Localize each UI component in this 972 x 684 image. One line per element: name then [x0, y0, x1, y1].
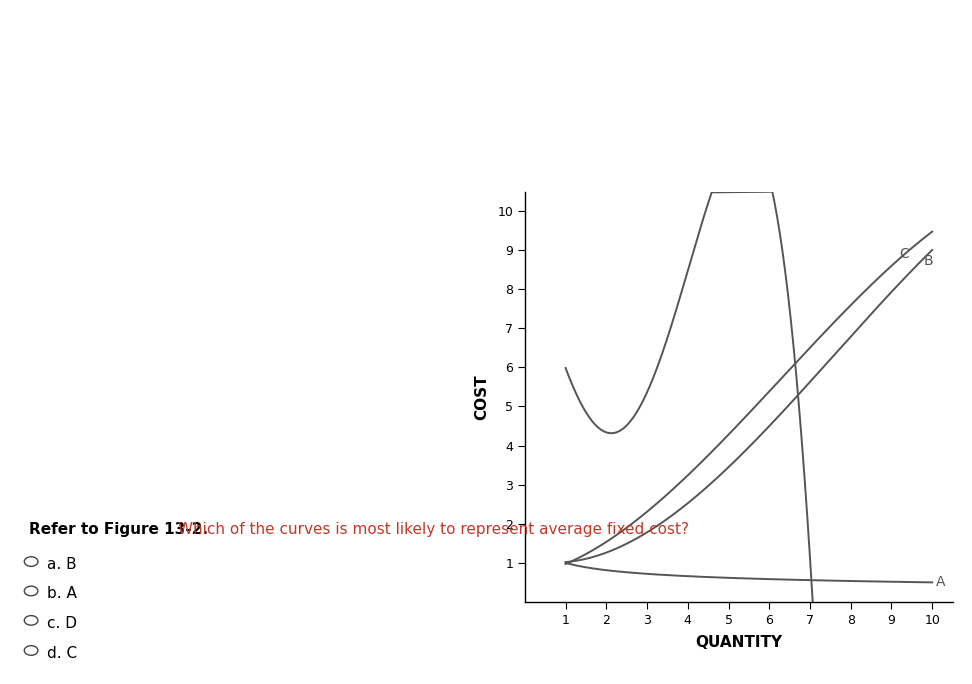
Text: a. B: a. B: [47, 557, 76, 572]
Text: b. A: b. A: [47, 586, 77, 601]
Y-axis label: COST: COST: [474, 374, 489, 419]
Text: Which of the curves is most likely to represent average fixed cost?: Which of the curves is most likely to re…: [173, 521, 689, 536]
Text: c. D: c. D: [47, 616, 77, 631]
Text: A: A: [936, 575, 946, 590]
Text: Refer to Figure 13-2.: Refer to Figure 13-2.: [29, 521, 208, 536]
X-axis label: QUANTITY: QUANTITY: [695, 635, 782, 650]
Text: B: B: [924, 254, 934, 267]
Text: C: C: [900, 247, 910, 261]
Text: d. C: d. C: [47, 646, 77, 661]
